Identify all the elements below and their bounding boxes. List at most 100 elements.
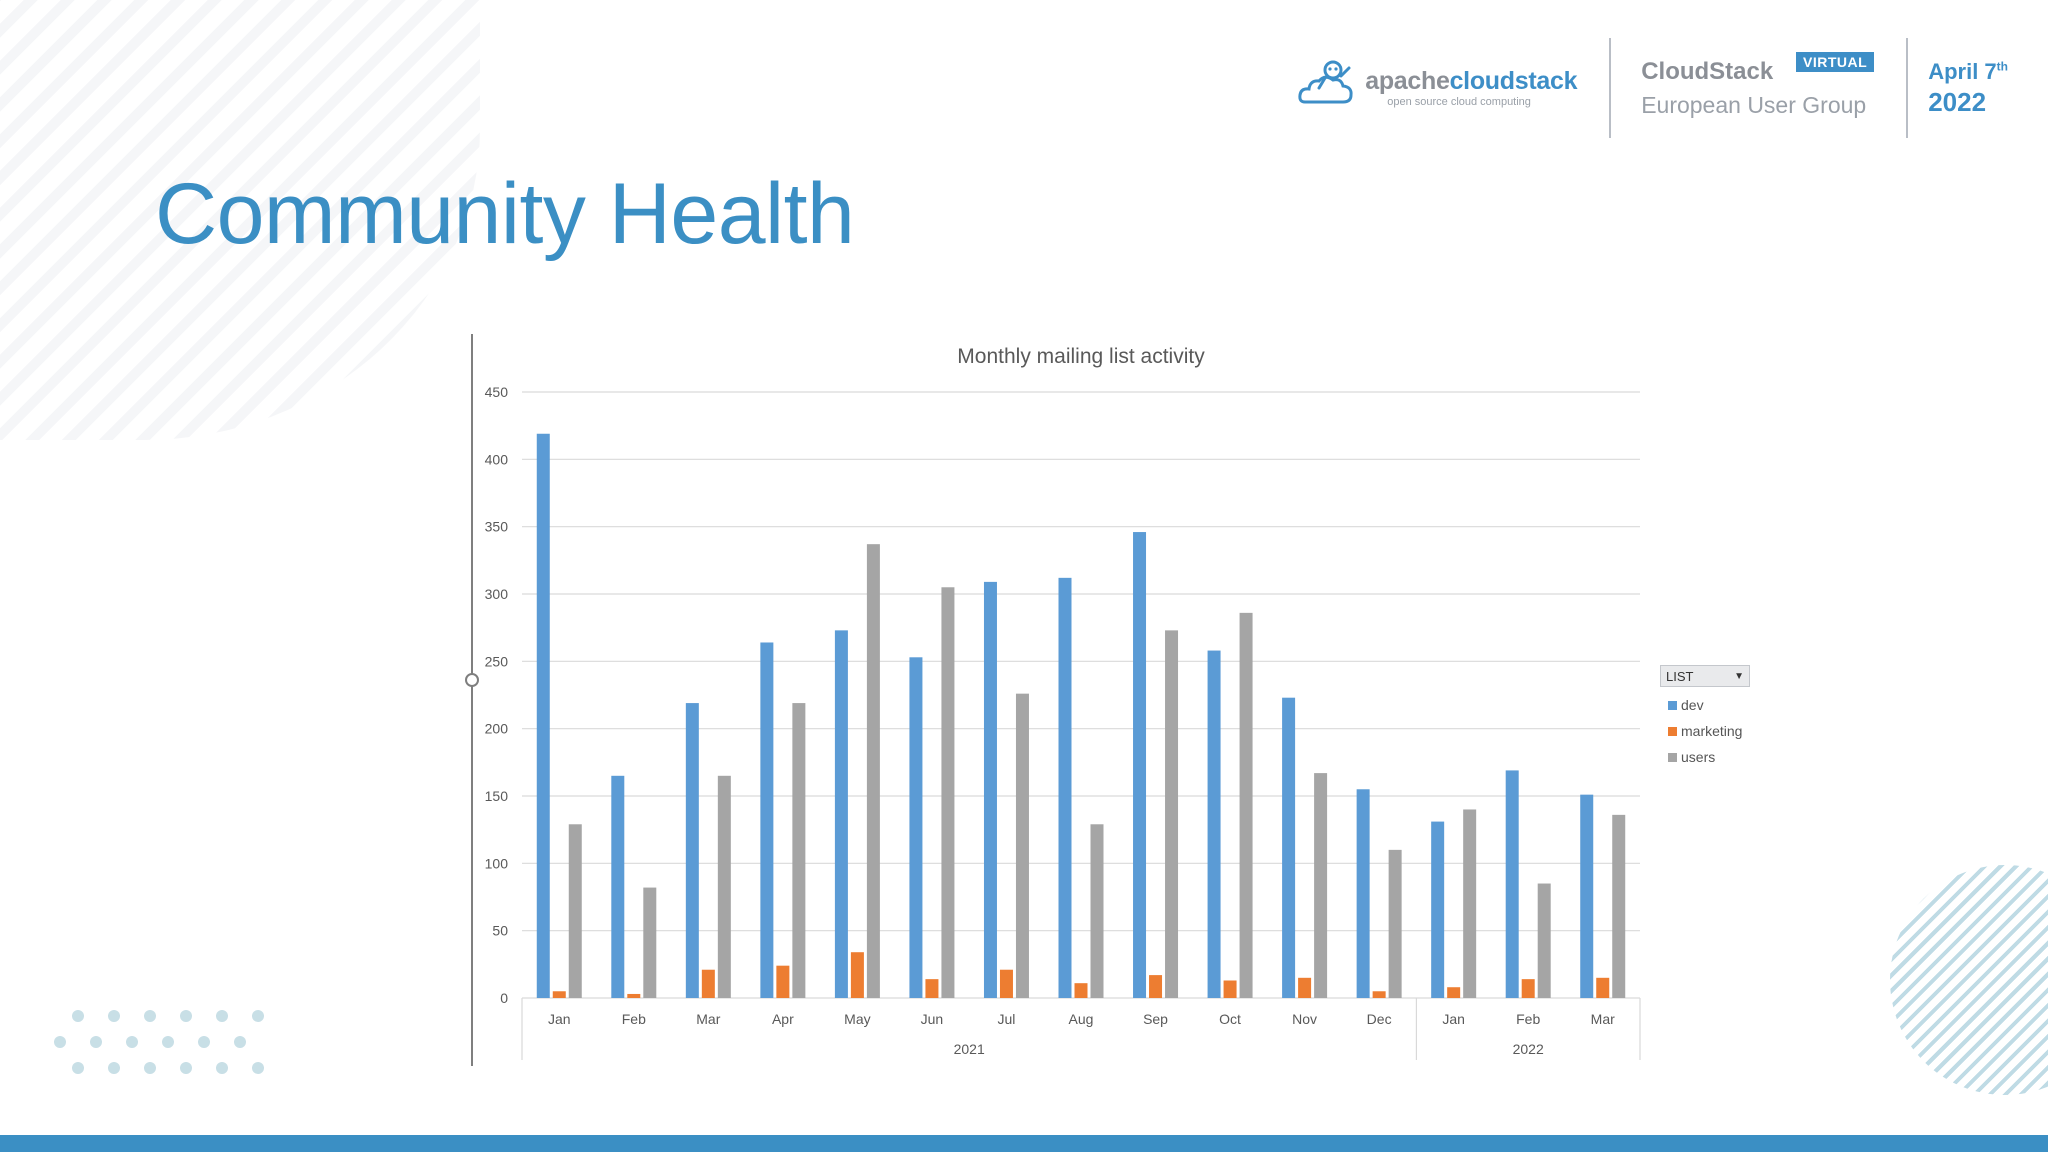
chart-resize-handle: [465, 673, 479, 687]
chevron-down-icon: ▼: [1734, 670, 1744, 682]
bar-dev: [1058, 577, 1072, 998]
decorative-dot: [162, 1036, 174, 1048]
event-date: April 7th 2022: [1908, 38, 2008, 138]
x-tick-label: Mar: [1591, 1011, 1615, 1027]
y-tick-label: 200: [485, 721, 509, 737]
bar-users: [941, 587, 955, 998]
bar-marketing: [999, 969, 1013, 998]
y-tick-label: 0: [500, 990, 508, 1006]
bar-marketing: [1149, 975, 1163, 998]
bar-marketing: [1223, 980, 1237, 998]
bar-dev: [834, 630, 848, 998]
logo-name-cloudstack: cloudstack: [1449, 66, 1578, 95]
x-group-label: 2021: [954, 1041, 985, 1057]
bottom-accent-bar: [0, 1135, 2048, 1152]
decorative-dot: [72, 1062, 84, 1074]
y-tick-label: 50: [492, 923, 508, 939]
x-tick-label: Jul: [998, 1011, 1016, 1027]
bar-users: [1090, 824, 1104, 998]
bar-dev: [1505, 770, 1519, 998]
logo-name-apache: apache: [1365, 66, 1450, 95]
legend-swatch-users: [1668, 752, 1677, 762]
page-title: Community Health: [155, 166, 855, 262]
bar-users: [568, 824, 582, 998]
event-subtitle: European User Group: [1641, 91, 1867, 118]
legend-item-users: users: [1660, 749, 1760, 765]
decorative-dot: [252, 1062, 264, 1074]
chart-legend: LIST ▼ dev marketing users: [1660, 665, 1760, 765]
x-tick-label: Aug: [1069, 1011, 1094, 1027]
decorative-dot: [234, 1036, 246, 1048]
list-filter-label: LIST: [1666, 668, 1694, 684]
legend-label-marketing: marketing: [1681, 723, 1743, 739]
bar-marketing: [627, 993, 641, 998]
bar-dev: [1282, 697, 1296, 998]
y-tick-label: 350: [485, 519, 509, 535]
virtual-badge: VIRTUAL: [1796, 52, 1875, 72]
x-tick-label: Jun: [921, 1011, 944, 1027]
bar-dev: [536, 433, 550, 998]
bar-users: [1463, 809, 1477, 998]
decorative-dot: [144, 1062, 156, 1074]
decorative-dot: [216, 1062, 228, 1074]
event-date-year: 2022: [1928, 86, 1987, 117]
chart-title: Monthly mailing list activity: [957, 345, 1205, 368]
event-date-suffix: th: [1996, 59, 2008, 74]
decorative-dots: [52, 1010, 292, 1090]
decorative-dot: [54, 1036, 66, 1048]
x-tick-label: Jan: [1442, 1011, 1465, 1027]
decorative-dot: [252, 1010, 264, 1022]
bar-users: [1537, 883, 1551, 998]
bar-users: [643, 887, 657, 998]
bar-users: [717, 775, 731, 998]
decorative-dot: [126, 1036, 138, 1048]
bar-marketing: [776, 965, 790, 998]
logo-tagline: open source cloud computing: [1387, 95, 1531, 108]
y-tick-label: 300: [485, 586, 509, 602]
bar-dev: [685, 703, 699, 998]
decorative-dot: [72, 1010, 84, 1022]
x-tick-label: Jan: [548, 1011, 571, 1027]
bar-users: [1015, 693, 1029, 998]
y-tick-label: 250: [485, 653, 509, 669]
event-header: apachecloudstack open source cloud compu…: [1297, 38, 2008, 138]
x-tick-label: May: [844, 1011, 870, 1027]
y-tick-label: 400: [485, 451, 509, 467]
x-tick-label: Feb: [1516, 1011, 1540, 1027]
bar-users: [1314, 773, 1328, 998]
bar-dev: [1431, 821, 1445, 998]
legend-swatch-marketing: [1668, 726, 1677, 736]
decorative-dot: [144, 1010, 156, 1022]
bar-users: [1388, 849, 1402, 998]
chart-container: Monthly mailing list activity 0 50 100 150 20…: [460, 330, 1780, 1070]
decorative-dot: [216, 1010, 228, 1022]
bar-marketing: [1074, 983, 1088, 998]
bar-users: [866, 544, 880, 998]
x-tick-label: Oct: [1219, 1011, 1241, 1027]
legend-item-dev: dev: [1660, 697, 1760, 713]
y-tick-label: 450: [485, 384, 509, 400]
bar-dev: [983, 581, 997, 998]
bar-users: [792, 703, 806, 998]
bar-dev: [909, 657, 923, 998]
event-info: VIRTUAL CloudStack European User Group: [1611, 38, 1909, 138]
mailing-list-bar-chart: Monthly mailing list activity 0 50 100 150 20…: [465, 334, 1641, 1066]
event-name: CloudStack: [1641, 57, 1774, 85]
bar-dev: [1356, 789, 1370, 998]
bar-dev: [1133, 532, 1147, 998]
list-filter-dropdown[interactable]: LIST ▼: [1660, 665, 1750, 687]
bar-dev: [760, 642, 774, 998]
x-tick-label: Nov: [1292, 1011, 1317, 1027]
bar-dev: [1580, 794, 1594, 998]
bar-marketing: [925, 979, 939, 998]
apache-cloudstack-logo: apachecloudstack open source cloud compu…: [1297, 38, 1612, 138]
x-tick-label: Mar: [696, 1011, 720, 1027]
bar-marketing: [552, 991, 566, 998]
bar-marketing: [1447, 987, 1461, 998]
bar-users: [1165, 630, 1179, 998]
legend-swatch-dev: [1668, 700, 1677, 710]
x-tick-label: Feb: [622, 1011, 646, 1027]
decorative-dot: [108, 1062, 120, 1074]
bar-dev: [1207, 650, 1221, 998]
